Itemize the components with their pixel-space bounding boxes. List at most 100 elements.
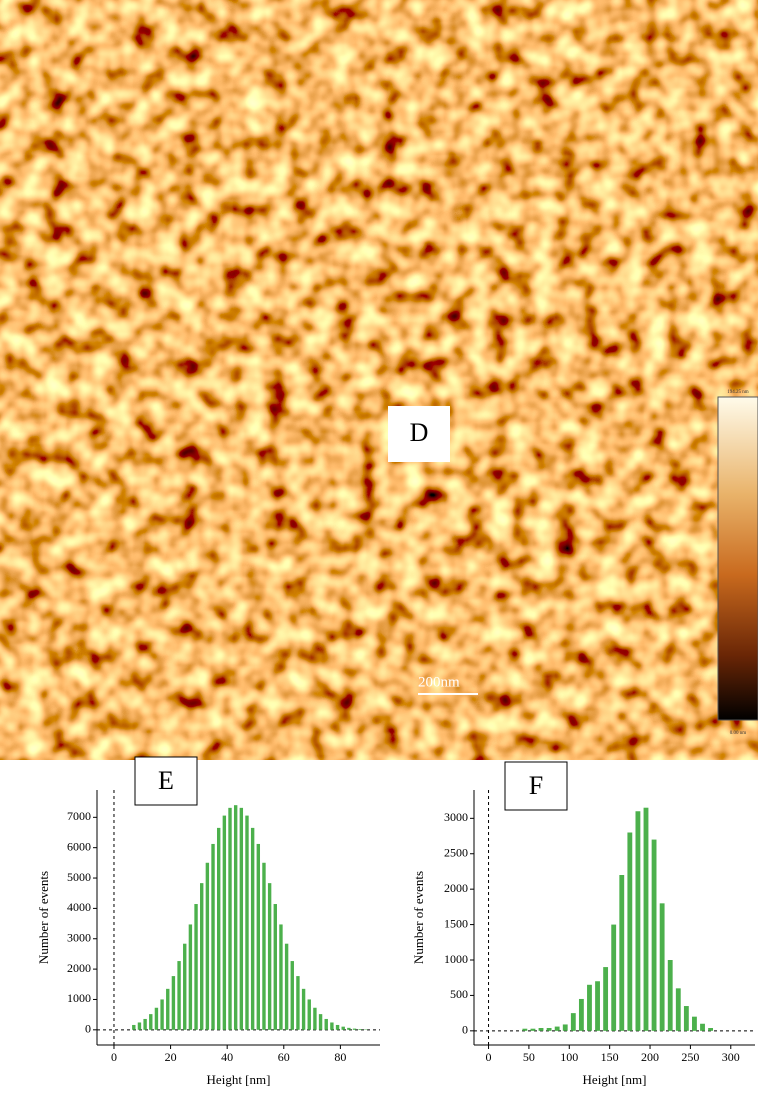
bar: [700, 1024, 705, 1031]
peak: [68, 170, 92, 250]
x-tick-label: 20: [165, 1050, 177, 1064]
y-tick-label: 3000: [444, 810, 468, 824]
bar: [595, 981, 600, 1031]
y-tick-label: 4000: [67, 900, 91, 914]
bar: [676, 988, 681, 1030]
scale-bar-label: 200nm: [40, 670, 82, 686]
bar: [268, 883, 271, 1030]
bar: [635, 811, 640, 1031]
bar: [234, 805, 237, 1030]
x-tick-label: 0: [486, 1050, 492, 1064]
bar: [660, 903, 665, 1030]
bar: [308, 999, 311, 1029]
y-tick-label: 1000: [444, 952, 468, 966]
bar: [211, 844, 214, 1030]
bar: [217, 828, 220, 1030]
bar: [279, 924, 282, 1029]
scan-z: Z: 333.0nm: [652, 362, 731, 381]
bar: [149, 1014, 152, 1030]
bar: [603, 967, 608, 1031]
scan-z: Z: 155.1nm: [275, 362, 354, 381]
bar: [668, 960, 673, 1031]
bar: [579, 999, 584, 1031]
x-tick-label: 250: [681, 1050, 699, 1064]
panel-label: A: [34, 28, 53, 57]
bar: [539, 1028, 544, 1031]
bar: [183, 944, 186, 1030]
bar: [358, 1029, 361, 1030]
bar: [313, 1008, 316, 1030]
panel-c: C 200nm 96.46 nm 0.00 nm: [10, 390, 385, 731]
panel-label: D: [410, 418, 429, 447]
colorbar-min: 0.00 nm: [730, 731, 747, 736]
colorbar: [718, 397, 758, 720]
y-tick-label: 2500: [444, 846, 468, 860]
bar: [132, 1025, 135, 1030]
bar: [200, 883, 203, 1030]
bar: [571, 1013, 576, 1031]
bar: [251, 828, 254, 1030]
scan-y: Y: 1.0µm: [275, 338, 339, 357]
x-tick-label: 200: [641, 1050, 659, 1064]
panel-label: C: [34, 418, 51, 447]
scan-x: X: 1.0µm: [652, 314, 718, 333]
bar: [194, 904, 197, 1030]
bar: [330, 1022, 333, 1029]
y-tick-label: 1500: [444, 916, 468, 930]
y-tick-label: 2000: [444, 881, 468, 895]
panel-label: F: [529, 771, 543, 800]
x-tick-label: 80: [334, 1050, 346, 1064]
colorbar-min: 0.00 nm: [358, 726, 375, 731]
bar: [189, 924, 192, 1029]
bar: [302, 989, 305, 1030]
scale-bar-label: 200nm: [418, 674, 460, 690]
bar: [206, 863, 209, 1030]
bar: [160, 999, 163, 1029]
panel-label: B: [410, 28, 427, 57]
bar: [684, 1006, 689, 1031]
bar: [652, 840, 657, 1031]
y-tick-label: 5000: [67, 870, 91, 884]
bar: [138, 1022, 141, 1029]
bar: [708, 1028, 713, 1031]
x-tick-label: 150: [601, 1050, 619, 1064]
bar: [223, 816, 226, 1030]
bar: [172, 976, 175, 1030]
bar: [336, 1025, 339, 1030]
bar: [347, 1028, 350, 1030]
panel-d: D 200nm 194.25 nm 0.00 nm: [388, 390, 758, 736]
y-tick-label: 3000: [67, 931, 91, 945]
colorbar-max: 194.25 nm: [727, 390, 749, 395]
bar: [619, 875, 624, 1031]
x-tick-label: 50: [523, 1050, 535, 1064]
bar: [285, 944, 288, 1030]
x-tick-label: 300: [722, 1050, 740, 1064]
bar: [257, 844, 260, 1030]
x-axis-label: Height [nm]: [583, 1072, 647, 1087]
bar: [166, 989, 169, 1030]
panel-b: B X: 1.0µm Y: 1.0µm Z: 333.0nm: [387, 8, 755, 385]
y-tick-label: 1000: [67, 991, 91, 1005]
bar: [342, 1027, 345, 1030]
colorbar: [344, 397, 385, 720]
bar: [353, 1029, 356, 1030]
bar: [325, 1019, 328, 1030]
y-tick-label: 0: [462, 1023, 468, 1037]
y-axis-label: Number of events: [411, 871, 426, 964]
bar: [274, 904, 277, 1030]
bar: [692, 1017, 697, 1031]
bar: [531, 1029, 536, 1031]
panel-label: E: [158, 766, 174, 795]
bar: [587, 985, 592, 1031]
bar: [240, 808, 243, 1030]
bar: [228, 808, 231, 1030]
bar: [547, 1028, 552, 1031]
bar: [291, 961, 294, 1030]
bar: [319, 1014, 322, 1030]
panel-a: A X: 1.0µm Y: 1.0µm Z: 155.1nm: [10, 8, 383, 385]
bar: [262, 863, 265, 1030]
x-tick-label: 0: [111, 1050, 117, 1064]
